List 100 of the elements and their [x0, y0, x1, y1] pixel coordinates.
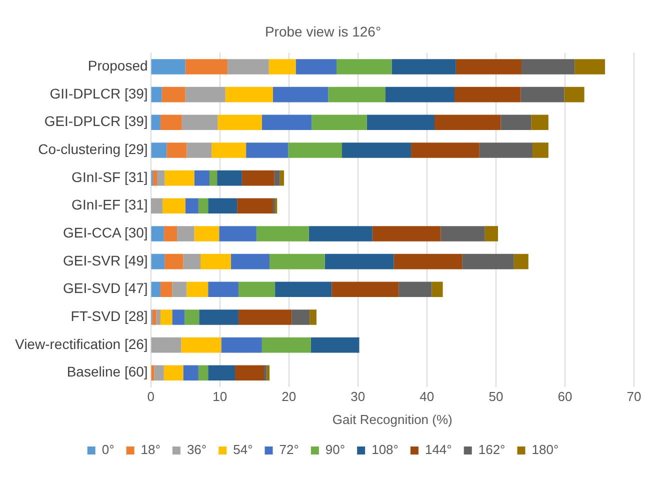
bar — [246, 142, 288, 158]
bar — [183, 365, 198, 381]
bar — [242, 170, 274, 186]
bar — [227, 59, 269, 74]
bar — [172, 310, 185, 325]
bar — [154, 365, 164, 381]
bar — [432, 282, 443, 298]
y-tick-label: Baseline [60] — [66, 364, 148, 380]
legend-label: 90° — [325, 442, 346, 458]
bar — [151, 282, 160, 298]
legend-label: 180° — [532, 442, 559, 458]
legend-label: 144° — [424, 442, 452, 458]
bar — [186, 282, 208, 298]
bar — [218, 114, 262, 130]
bar — [312, 114, 367, 130]
bar — [392, 59, 456, 74]
bar — [296, 59, 336, 74]
bar — [185, 86, 226, 102]
bar — [262, 337, 311, 353]
bar — [342, 142, 412, 158]
bar — [208, 282, 238, 298]
legend-label: 0° — [102, 442, 114, 458]
bar — [183, 254, 200, 270]
bar — [272, 198, 276, 214]
bar — [366, 114, 435, 130]
bar — [162, 198, 186, 214]
bar — [275, 282, 332, 298]
bar — [411, 142, 480, 158]
y-tick-label: GII-DPLCR [39] — [50, 85, 148, 102]
bar — [162, 86, 186, 102]
bar — [225, 86, 273, 102]
bar — [235, 365, 264, 381]
bar — [186, 142, 212, 158]
bar — [212, 142, 246, 158]
bar — [177, 226, 194, 242]
bar — [274, 170, 280, 186]
bar — [185, 59, 228, 74]
x-tick-label: 30 — [350, 389, 366, 404]
bar — [324, 254, 394, 270]
bar — [221, 337, 262, 353]
bar — [308, 226, 372, 242]
bar — [332, 282, 399, 298]
bar — [157, 170, 165, 186]
bar — [434, 114, 501, 130]
bar — [217, 170, 242, 186]
bar — [288, 142, 342, 158]
y-tick-label: GEI-SVD [47] — [62, 280, 148, 296]
bar — [310, 310, 316, 325]
bar — [194, 170, 210, 186]
bar — [440, 226, 485, 242]
y-tick-label: GInI-EF [31] — [72, 196, 148, 213]
bar — [564, 86, 584, 102]
bar — [500, 114, 532, 130]
bar — [484, 226, 498, 242]
y-tick-label: GInI-SF [31] — [72, 168, 148, 185]
legend-label: 162° — [478, 442, 506, 458]
y-tick-label: GEI-DPLCR [39] — [44, 113, 148, 130]
legend-label: 36° — [186, 442, 207, 458]
x-tick-label: 40 — [420, 389, 434, 404]
bar — [160, 282, 172, 298]
bar — [164, 170, 194, 186]
bar — [328, 86, 386, 102]
bar — [292, 310, 310, 325]
bar — [151, 59, 186, 74]
bar — [198, 365, 208, 381]
bar — [156, 310, 160, 325]
bar — [237, 198, 273, 214]
bar — [372, 226, 441, 242]
bar — [199, 310, 238, 325]
bar — [532, 142, 548, 158]
bar — [182, 114, 218, 130]
legend-label: 72° — [279, 442, 299, 458]
bar — [181, 337, 222, 353]
bar — [198, 198, 208, 214]
bar — [456, 59, 522, 74]
bar — [398, 282, 432, 298]
bar — [208, 198, 238, 214]
bar — [268, 59, 296, 74]
bar — [185, 198, 198, 214]
bar — [209, 170, 218, 186]
bar — [164, 365, 184, 381]
x-tick-label: 60 — [558, 389, 572, 404]
x-tick-label: 70 — [626, 389, 642, 404]
bar — [151, 86, 162, 102]
bar — [151, 337, 182, 353]
y-tick-label: Co-clustering [29] — [38, 141, 148, 158]
bar — [151, 254, 165, 270]
bar — [184, 310, 200, 325]
x-tick-label: 20 — [282, 389, 296, 404]
bar — [270, 254, 325, 270]
y-tick-label: GEI-CCA [30] — [62, 224, 148, 241]
bar — [151, 226, 164, 242]
bar — [151, 142, 167, 158]
bar — [152, 170, 158, 186]
bar — [264, 365, 267, 381]
bar — [394, 254, 462, 270]
bar — [479, 142, 533, 158]
bar — [164, 254, 184, 270]
bar — [574, 59, 606, 74]
bar — [160, 114, 182, 130]
